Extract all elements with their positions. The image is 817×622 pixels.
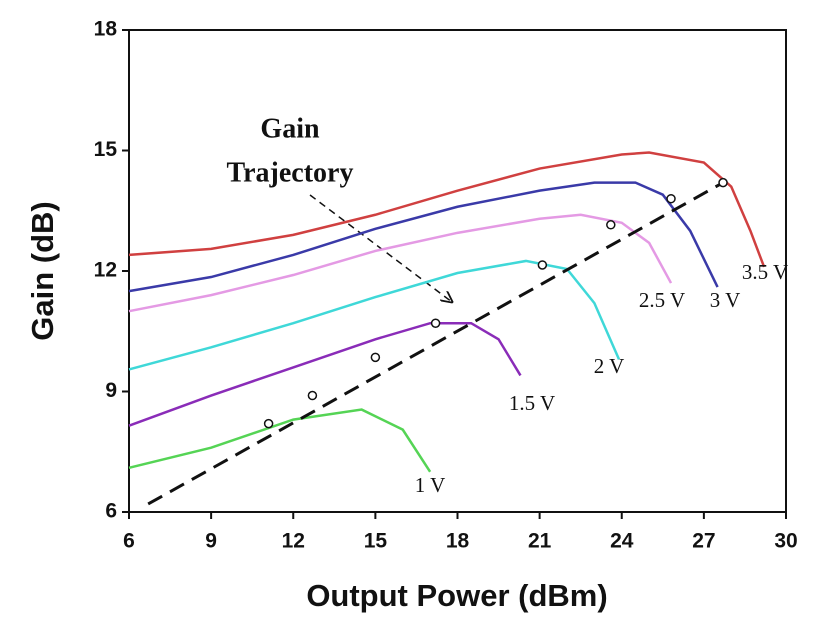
line-series	[128, 408, 432, 473]
y-tick-label: 6	[105, 500, 117, 523]
annotation: Trajectory	[227, 157, 354, 188]
annotation: Gain	[260, 113, 320, 144]
trajectory-point	[263, 418, 274, 429]
x-tick-label: 21	[528, 530, 552, 553]
plot-frame	[128, 29, 787, 513]
trajectory-point	[370, 352, 381, 363]
x-tick-label: 15	[364, 530, 388, 553]
y-tick-label: 15	[94, 138, 118, 161]
y-tick-label: 9	[105, 379, 117, 402]
series-label: 2 V	[594, 354, 625, 378]
series-label: 2.5 V	[639, 288, 685, 312]
x-tick-label: 24	[610, 530, 634, 553]
trajectory-point	[430, 318, 441, 328]
trajectory-point	[606, 220, 616, 230]
series-label: 1 V	[415, 473, 446, 497]
x-tick-label: 12	[282, 530, 305, 553]
line-series	[128, 151, 766, 268]
trajectory-point	[718, 177, 728, 188]
x-tick-label: 9	[205, 530, 217, 553]
series-label: 3.5 V	[742, 260, 788, 284]
line-series	[128, 259, 621, 371]
x-tick-label: 30	[774, 530, 797, 553]
trajectory-line	[147, 181, 724, 506]
x-tick-label: 6	[123, 530, 135, 553]
y-tick-label: 18	[94, 18, 118, 41]
y-axis-label: Gain (dB)	[25, 201, 60, 341]
x-tick-label: 27	[692, 530, 715, 553]
trajectory-point	[537, 260, 548, 270]
trajectory-point	[307, 390, 318, 401]
x-axis-label: Output Power (dBm)	[306, 578, 607, 613]
line-series	[128, 181, 719, 293]
line-series	[128, 321, 522, 427]
y-tick-label: 12	[94, 259, 117, 282]
series-label: 3 V	[710, 288, 741, 312]
series-label: 1.5 V	[509, 391, 555, 415]
x-tick-label: 18	[446, 530, 470, 553]
trajectory-point	[666, 193, 676, 204]
